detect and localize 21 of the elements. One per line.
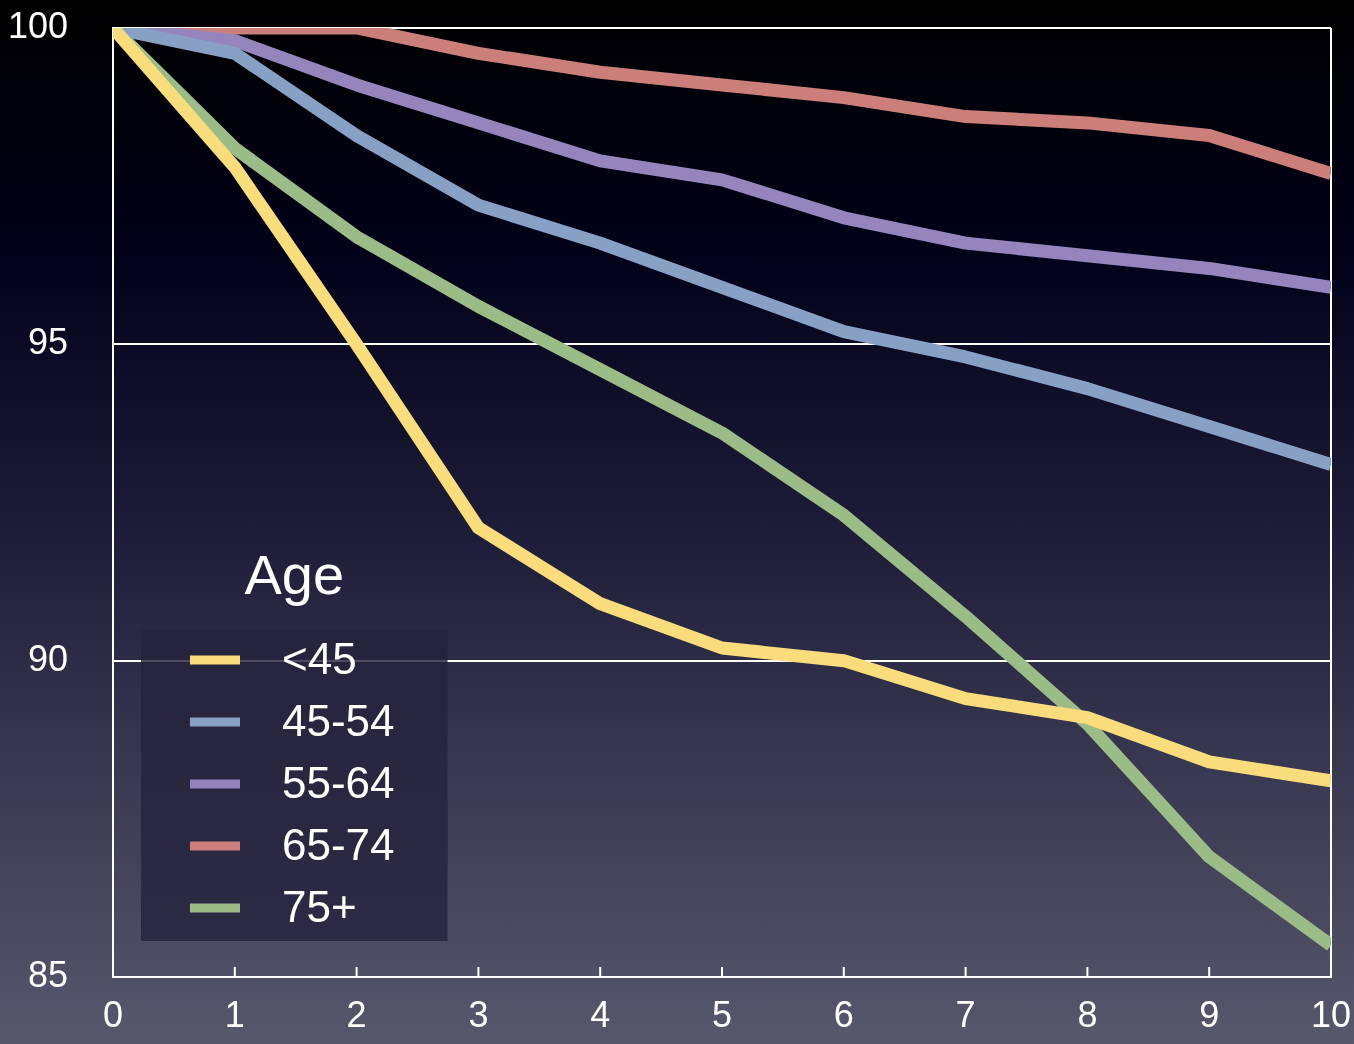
x-tick-label: 6 [833, 993, 854, 1035]
x-tick-label: 2 [346, 993, 367, 1035]
y-tick-label: 85 [27, 953, 68, 995]
legend-title: Age [244, 543, 345, 606]
y-tick-label: 100 [7, 4, 68, 46]
x-tick-label: 3 [468, 993, 489, 1035]
x-tick-label: 8 [1077, 993, 1098, 1035]
y-tick-label: 95 [27, 321, 68, 363]
legend-label: 55-64 [282, 758, 395, 808]
y-tick-label: 90 [27, 637, 68, 679]
legend-label: 75+ [282, 882, 357, 932]
x-tick-label: 9 [1199, 993, 1220, 1035]
x-tick-label: 0 [102, 993, 124, 1035]
legend-label: 45-54 [282, 696, 395, 746]
x-tick-label: 10 [1310, 993, 1352, 1035]
x-tick-label: 7 [955, 993, 976, 1035]
x-tick-label: 1 [224, 993, 245, 1035]
x-tick-label: 5 [711, 993, 733, 1035]
x-tick-label: 4 [590, 993, 611, 1035]
legend-label: <45 [282, 634, 357, 684]
legend-label: 65-74 [282, 820, 395, 870]
